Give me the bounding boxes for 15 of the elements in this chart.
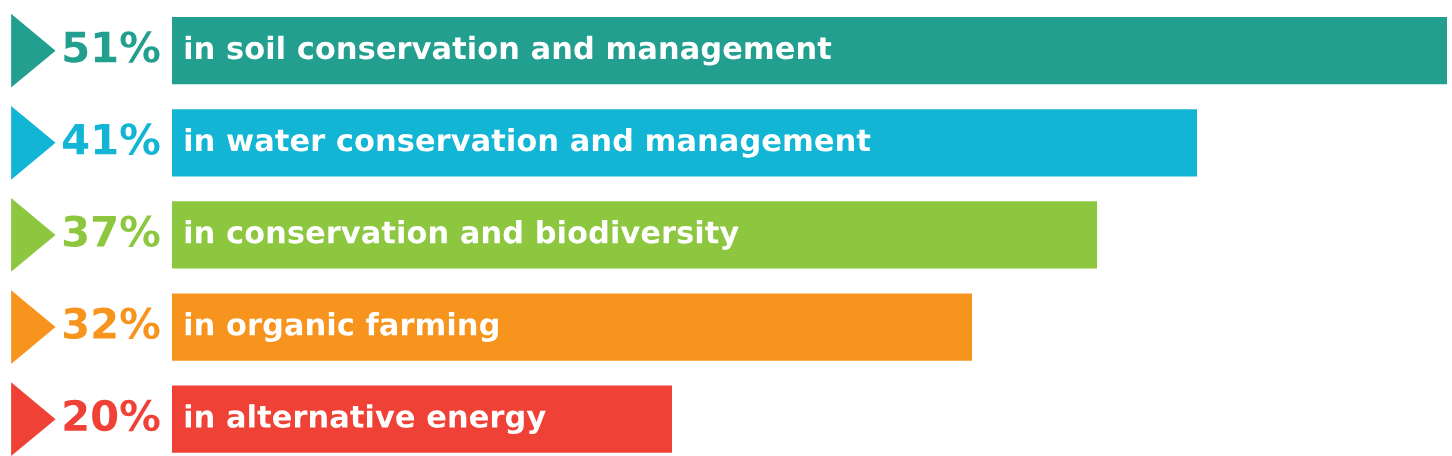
bar xyxy=(172,17,1447,85)
data-label: 32% xyxy=(63,307,160,340)
data-label: 20% xyxy=(64,399,160,432)
bar xyxy=(172,109,1197,177)
data-label: 41% xyxy=(63,123,160,155)
bar xyxy=(172,293,972,361)
y-tick-label: in conservation and biodiversity xyxy=(185,220,739,250)
y-tick-label: in water conservation and management xyxy=(185,127,871,158)
data-label: 37% xyxy=(63,215,160,247)
y-tick-label: in organic farming xyxy=(185,312,498,342)
bar xyxy=(172,385,672,453)
y-tick-label: in soil conservation and management xyxy=(185,35,832,66)
y-tick-label: in alternative energy xyxy=(185,404,546,435)
data-label: 51% xyxy=(64,31,160,63)
bar xyxy=(172,201,1097,269)
